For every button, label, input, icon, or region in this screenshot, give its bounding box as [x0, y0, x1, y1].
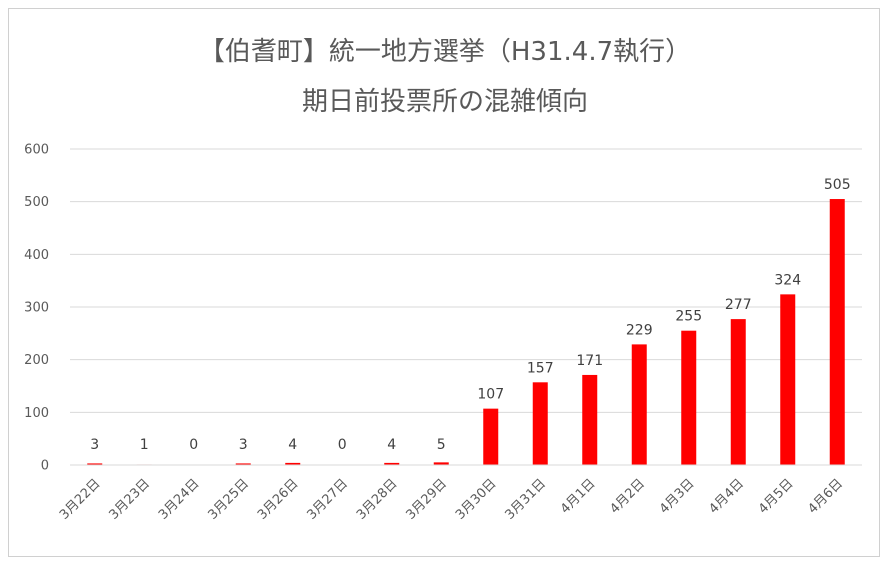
bar-3月31日: [532, 382, 548, 465]
x-tick-label: 3月25日: [206, 476, 253, 523]
data-label: 1: [140, 437, 149, 453]
data-label: 4: [288, 437, 297, 453]
data-label: 4: [387, 437, 396, 453]
x-tick-label: 3月27日: [305, 476, 352, 523]
x-tick-label: 4月4日: [706, 476, 747, 517]
bar-3月29日: [433, 462, 449, 465]
y-tick-label: 500: [24, 195, 49, 210]
data-label: 171: [576, 353, 603, 369]
bar-4月2日: [631, 344, 647, 465]
chart-subtitle: 期日前投票所の混雑傾向: [301, 87, 588, 117]
x-tick-label: 3月23日: [107, 476, 154, 523]
data-label: 324: [774, 272, 801, 288]
bar-4月3日: [681, 330, 697, 465]
x-tick-label: 4月5日: [756, 476, 797, 517]
x-tick-label: 3月24日: [156, 476, 203, 523]
data-label: 505: [824, 177, 851, 193]
data-label: 5: [437, 437, 446, 453]
data-label: 3: [239, 437, 248, 453]
x-tick-label: 4月2日: [607, 476, 648, 517]
bar-3月22日: [87, 463, 103, 465]
x-tick-label: 4月6日: [805, 476, 846, 517]
bar-4月1日: [582, 374, 598, 465]
bar-3月28日: [384, 462, 400, 465]
bar-3月30日: [483, 408, 499, 465]
data-label: 3: [90, 437, 99, 453]
data-label: 255: [675, 309, 702, 325]
x-tick-label: 3月30日: [453, 476, 500, 523]
x-tick-label: 4月1日: [558, 476, 599, 517]
x-tick-label: 3月26日: [255, 476, 302, 523]
x-tick-label: 4月3日: [657, 476, 698, 517]
x-tick-label: 3月28日: [354, 476, 401, 523]
bar-4月5日: [780, 294, 796, 465]
y-tick-label: 300: [24, 301, 49, 316]
y-tick-label: 600: [24, 143, 49, 158]
y-tick-label: 0: [41, 459, 49, 474]
data-label: 157: [527, 360, 554, 376]
bar-3月25日: [235, 463, 251, 465]
y-tick-label: 100: [24, 406, 49, 421]
data-label: 0: [338, 437, 347, 453]
x-tick-label: 3月29日: [404, 476, 451, 523]
bar-3月26日: [285, 462, 301, 465]
x-tick-label: 3月31日: [503, 476, 550, 523]
bar-4月6日: [829, 199, 845, 466]
y-tick-label: 200: [24, 353, 49, 368]
chart-title: 【伯耆町】統一地方選挙（H31.4.7執行）: [198, 37, 692, 67]
data-label: 0: [189, 437, 198, 453]
x-tick-label: 3月22日: [57, 476, 104, 523]
bar-4月4日: [730, 319, 746, 465]
data-label: 277: [725, 297, 752, 313]
y-tick-label: 400: [24, 248, 49, 263]
data-label: 107: [477, 387, 504, 403]
data-label: 229: [626, 322, 653, 338]
